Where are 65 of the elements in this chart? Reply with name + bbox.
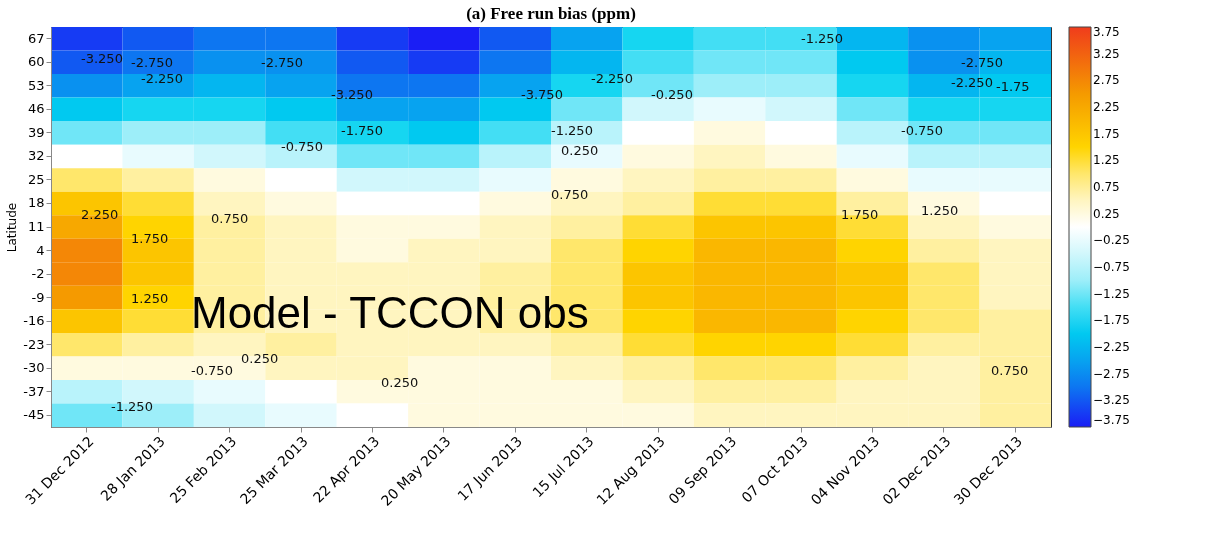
color-bar-label: 0.25 xyxy=(1093,206,1120,221)
color-bar-label: −2.75 xyxy=(1093,366,1130,381)
y-tick-label: 53 xyxy=(27,77,45,93)
color-bar-label: 2.75 xyxy=(1093,73,1120,88)
annotation: 0.250 xyxy=(241,351,279,366)
annotation: 2.250 xyxy=(81,207,119,222)
annotation: 1.750 xyxy=(131,231,169,246)
annotation: -1.250 xyxy=(111,399,153,414)
annotation: -1.250 xyxy=(801,31,843,46)
color-bar-label: −0.25 xyxy=(1093,233,1130,248)
y-tick-label: 46 xyxy=(27,101,45,117)
annotation: -1.250 xyxy=(551,123,593,138)
color-bar-label: −3.25 xyxy=(1093,393,1130,408)
chart-title: (a) Free run bias (ppm) xyxy=(466,4,636,23)
annotation: 1.250 xyxy=(921,203,959,218)
y-axis-title: Latitude xyxy=(5,202,20,253)
color-bar-label: 3.75 xyxy=(1093,25,1120,39)
color-bar-label: −0.75 xyxy=(1093,260,1130,274)
color-bar-label: −1.75 xyxy=(1093,313,1130,328)
annotation: 0.750 xyxy=(991,363,1029,378)
annotation: 0.750 xyxy=(551,187,589,202)
y-tick-label: -9 xyxy=(31,289,45,305)
annotation: -3.250 xyxy=(331,87,373,102)
annotation: -2.250 xyxy=(591,71,633,86)
color-bar-label: 2.25 xyxy=(1093,100,1120,114)
annotation: 1.750 xyxy=(841,207,879,222)
annotation: -0.250 xyxy=(651,87,693,102)
color-bar-label: −1.25 xyxy=(1093,286,1130,301)
annotation: 1.250 xyxy=(131,291,169,306)
y-tick-label: 11 xyxy=(27,219,45,234)
y-tick-label: -30 xyxy=(23,360,45,376)
annotation: -3.750 xyxy=(521,87,563,102)
annotation: -1.750 xyxy=(341,123,383,138)
annotation: 0.250 xyxy=(561,143,599,158)
y-tick-label: 4 xyxy=(36,242,45,258)
y-tick-label: -45 xyxy=(23,407,45,423)
annotation: -0.750 xyxy=(281,139,323,154)
y-tick-label: -16 xyxy=(23,313,45,329)
annotation: -1.75 xyxy=(996,79,1030,94)
color-bar-label: 1.75 xyxy=(1093,126,1120,141)
y-tick-label: -2 xyxy=(31,266,45,282)
y-tick-label: 25 xyxy=(27,171,45,187)
color-bar-label: 1.25 xyxy=(1093,153,1120,168)
annotation: -2.750 xyxy=(131,55,173,70)
color-bar-label: 3.25 xyxy=(1093,46,1120,61)
annotation: 0.250 xyxy=(381,375,419,390)
color-bar-label: −3.75 xyxy=(1093,413,1130,427)
annotation: -2.750 xyxy=(261,55,303,70)
y-tick-label: -37 xyxy=(23,383,45,399)
y-tick-label: 32 xyxy=(27,148,45,164)
color-bar-label: −2.25 xyxy=(1093,340,1130,354)
y-tick-label: 18 xyxy=(27,195,45,211)
annotation: Model - TCCON obs xyxy=(191,288,589,337)
y-tick-label: 60 xyxy=(27,54,45,70)
annotation: -2.250 xyxy=(951,75,993,90)
annotation: -3.250 xyxy=(81,51,123,66)
annotation: -0.750 xyxy=(191,363,233,378)
annotation: 0.750 xyxy=(211,211,249,226)
y-tick-label: 67 xyxy=(27,30,45,46)
y-tick-label: -23 xyxy=(23,336,45,352)
color-bar-label: 0.75 xyxy=(1093,180,1120,194)
annotation: -0.750 xyxy=(901,123,943,138)
annotation: -2.250 xyxy=(141,71,183,86)
annotation: -2.750 xyxy=(961,55,1003,70)
y-tick-label: 39 xyxy=(27,124,45,140)
